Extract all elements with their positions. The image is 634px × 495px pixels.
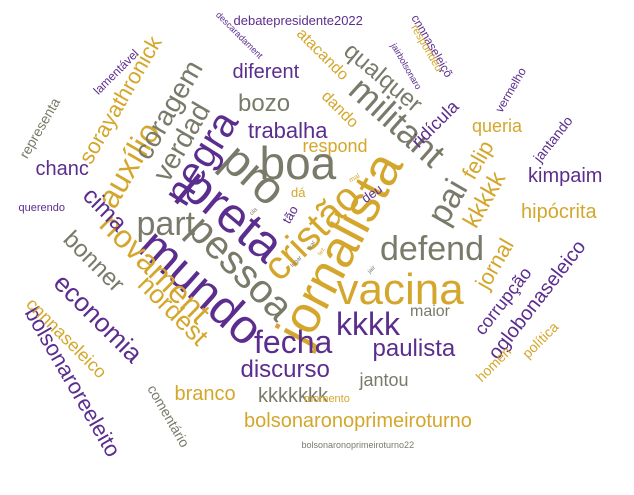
word: kkkk xyxy=(336,306,400,342)
word: kimpaim xyxy=(528,165,603,187)
word: bolsonaronoprimeiroturno22 xyxy=(301,439,415,450)
word: maior xyxy=(410,303,451,320)
word: boa xyxy=(259,137,337,189)
word: jantando xyxy=(530,112,576,166)
word: hipócrita xyxy=(521,201,597,223)
word: vacina xyxy=(336,265,464,314)
word: respond xyxy=(302,136,368,156)
word: kkkkkkk xyxy=(258,385,328,407)
word: branco xyxy=(174,383,236,405)
word: debatepresidente2022 xyxy=(233,12,363,28)
word: discurso xyxy=(240,356,330,383)
word: querendo xyxy=(18,201,66,214)
word: jantou xyxy=(359,370,409,390)
word: dá xyxy=(291,184,306,200)
word: fecha xyxy=(254,324,333,360)
word: queria xyxy=(472,116,523,136)
word: vermelho xyxy=(491,65,529,115)
word: part xyxy=(136,205,196,243)
word: chanc xyxy=(35,158,89,180)
word: bolsonaronoprimeiroturno xyxy=(244,410,472,432)
word: momento xyxy=(304,392,350,405)
word: bozo xyxy=(238,90,291,117)
word: trabalha xyxy=(248,118,328,143)
word: diferent xyxy=(232,61,300,83)
word: paulista xyxy=(372,335,456,362)
word: representa xyxy=(15,95,63,161)
word: defend xyxy=(380,230,484,268)
